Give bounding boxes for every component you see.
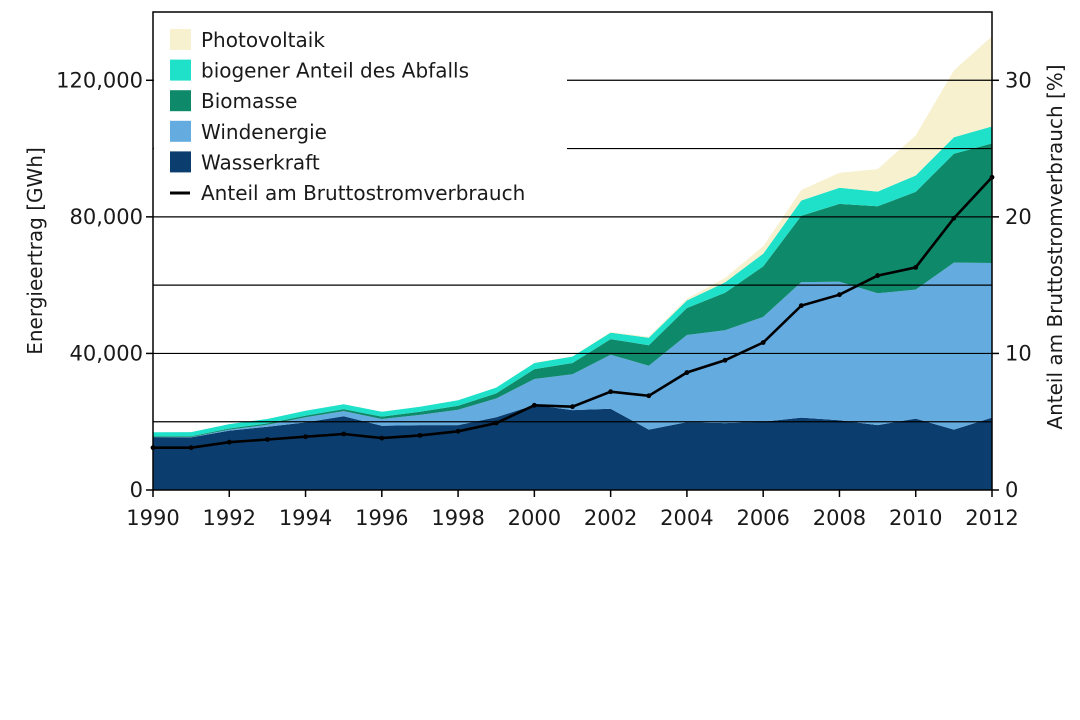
- line-point: [913, 264, 919, 270]
- x-tick-label: 2012: [965, 506, 1018, 530]
- right-tick-label: 30: [1005, 68, 1032, 92]
- x-tick-label: 2000: [508, 506, 561, 530]
- right-axis-ticks: 0 10 20 30: [992, 68, 1032, 502]
- legend-swatch: [170, 59, 191, 81]
- line-point: [875, 273, 880, 278]
- area-windenergie: [153, 262, 992, 438]
- legend-swatch: [170, 90, 191, 112]
- line-point: [798, 303, 804, 309]
- line-point: [226, 439, 232, 445]
- legend-label: Wasserkraft: [201, 150, 320, 174]
- legend-swatch: [170, 151, 191, 173]
- y-tick-label: 80,000: [70, 205, 143, 229]
- line-point: [417, 432, 423, 438]
- line-point: [341, 431, 347, 437]
- legend-label: Anteil am Bruttostromverbrauch: [201, 181, 525, 205]
- x-tick-label: 2010: [889, 506, 942, 530]
- legend-label: biogener Anteil des Abfalls: [201, 59, 469, 83]
- right-axis-title: Anteil am Bruttostromverbrauch [%]: [1043, 64, 1067, 429]
- x-tick-label: 2002: [584, 506, 637, 530]
- line-point: [646, 393, 652, 399]
- legend-label: Windenergie: [201, 120, 327, 144]
- legend-label: Photovoltaik: [201, 28, 325, 52]
- x-tick-label: 1996: [355, 506, 408, 530]
- line-point: [684, 370, 690, 375]
- stacked-areas: [153, 36, 992, 490]
- line-point: [493, 420, 499, 426]
- line-point: [608, 389, 614, 395]
- line-point: [188, 445, 194, 451]
- plot-frame: [152, 11, 993, 491]
- line-point: [303, 434, 308, 440]
- line-point: [531, 402, 537, 408]
- x-tick-label: 2004: [660, 506, 713, 530]
- y-tick-label: 0: [130, 478, 143, 502]
- line-point: [379, 435, 385, 441]
- y-tick-label: 40,000: [70, 341, 143, 365]
- line-point: [760, 340, 766, 345]
- legend-swatch: [170, 29, 191, 50]
- x-axis-ticks: 1990 1992 1994 1996 1998 2000 2002 2004 2006 2008…: [126, 490, 1019, 530]
- x-tick-label: 1990: [126, 506, 179, 530]
- x-tick-label: 2006: [736, 506, 789, 530]
- legend-background: [154, 13, 567, 209]
- x-tick-label: 1992: [203, 506, 256, 530]
- share-line: [150, 174, 995, 451]
- x-tick-label: 2008: [813, 506, 866, 530]
- line-point: [951, 215, 957, 221]
- line-point: [722, 357, 728, 363]
- x-tick-label: 1994: [279, 506, 332, 530]
- y-axis-title: Energieertrag [GWh]: [23, 147, 47, 355]
- line-point: [455, 428, 461, 434]
- area-wasserkraft: [153, 405, 992, 490]
- right-tick-label: 20: [1005, 205, 1032, 229]
- right-tick-label: 0: [1005, 478, 1018, 502]
- right-tick-label: 10: [1005, 341, 1032, 365]
- line-point: [265, 437, 270, 442]
- y-axis-ticks: 0 40,000 80,000 120,000: [56, 68, 153, 502]
- y-tick-label: 120,000: [56, 68, 143, 92]
- x-tick-label: 1998: [431, 506, 484, 530]
- legend: Photovoltaik biogener Anteil des Abfalls B…: [154, 13, 567, 209]
- line-point: [570, 404, 575, 410]
- legend-label: Biomasse: [201, 89, 297, 113]
- legend-swatch: [170, 120, 191, 142]
- line-point: [837, 292, 842, 298]
